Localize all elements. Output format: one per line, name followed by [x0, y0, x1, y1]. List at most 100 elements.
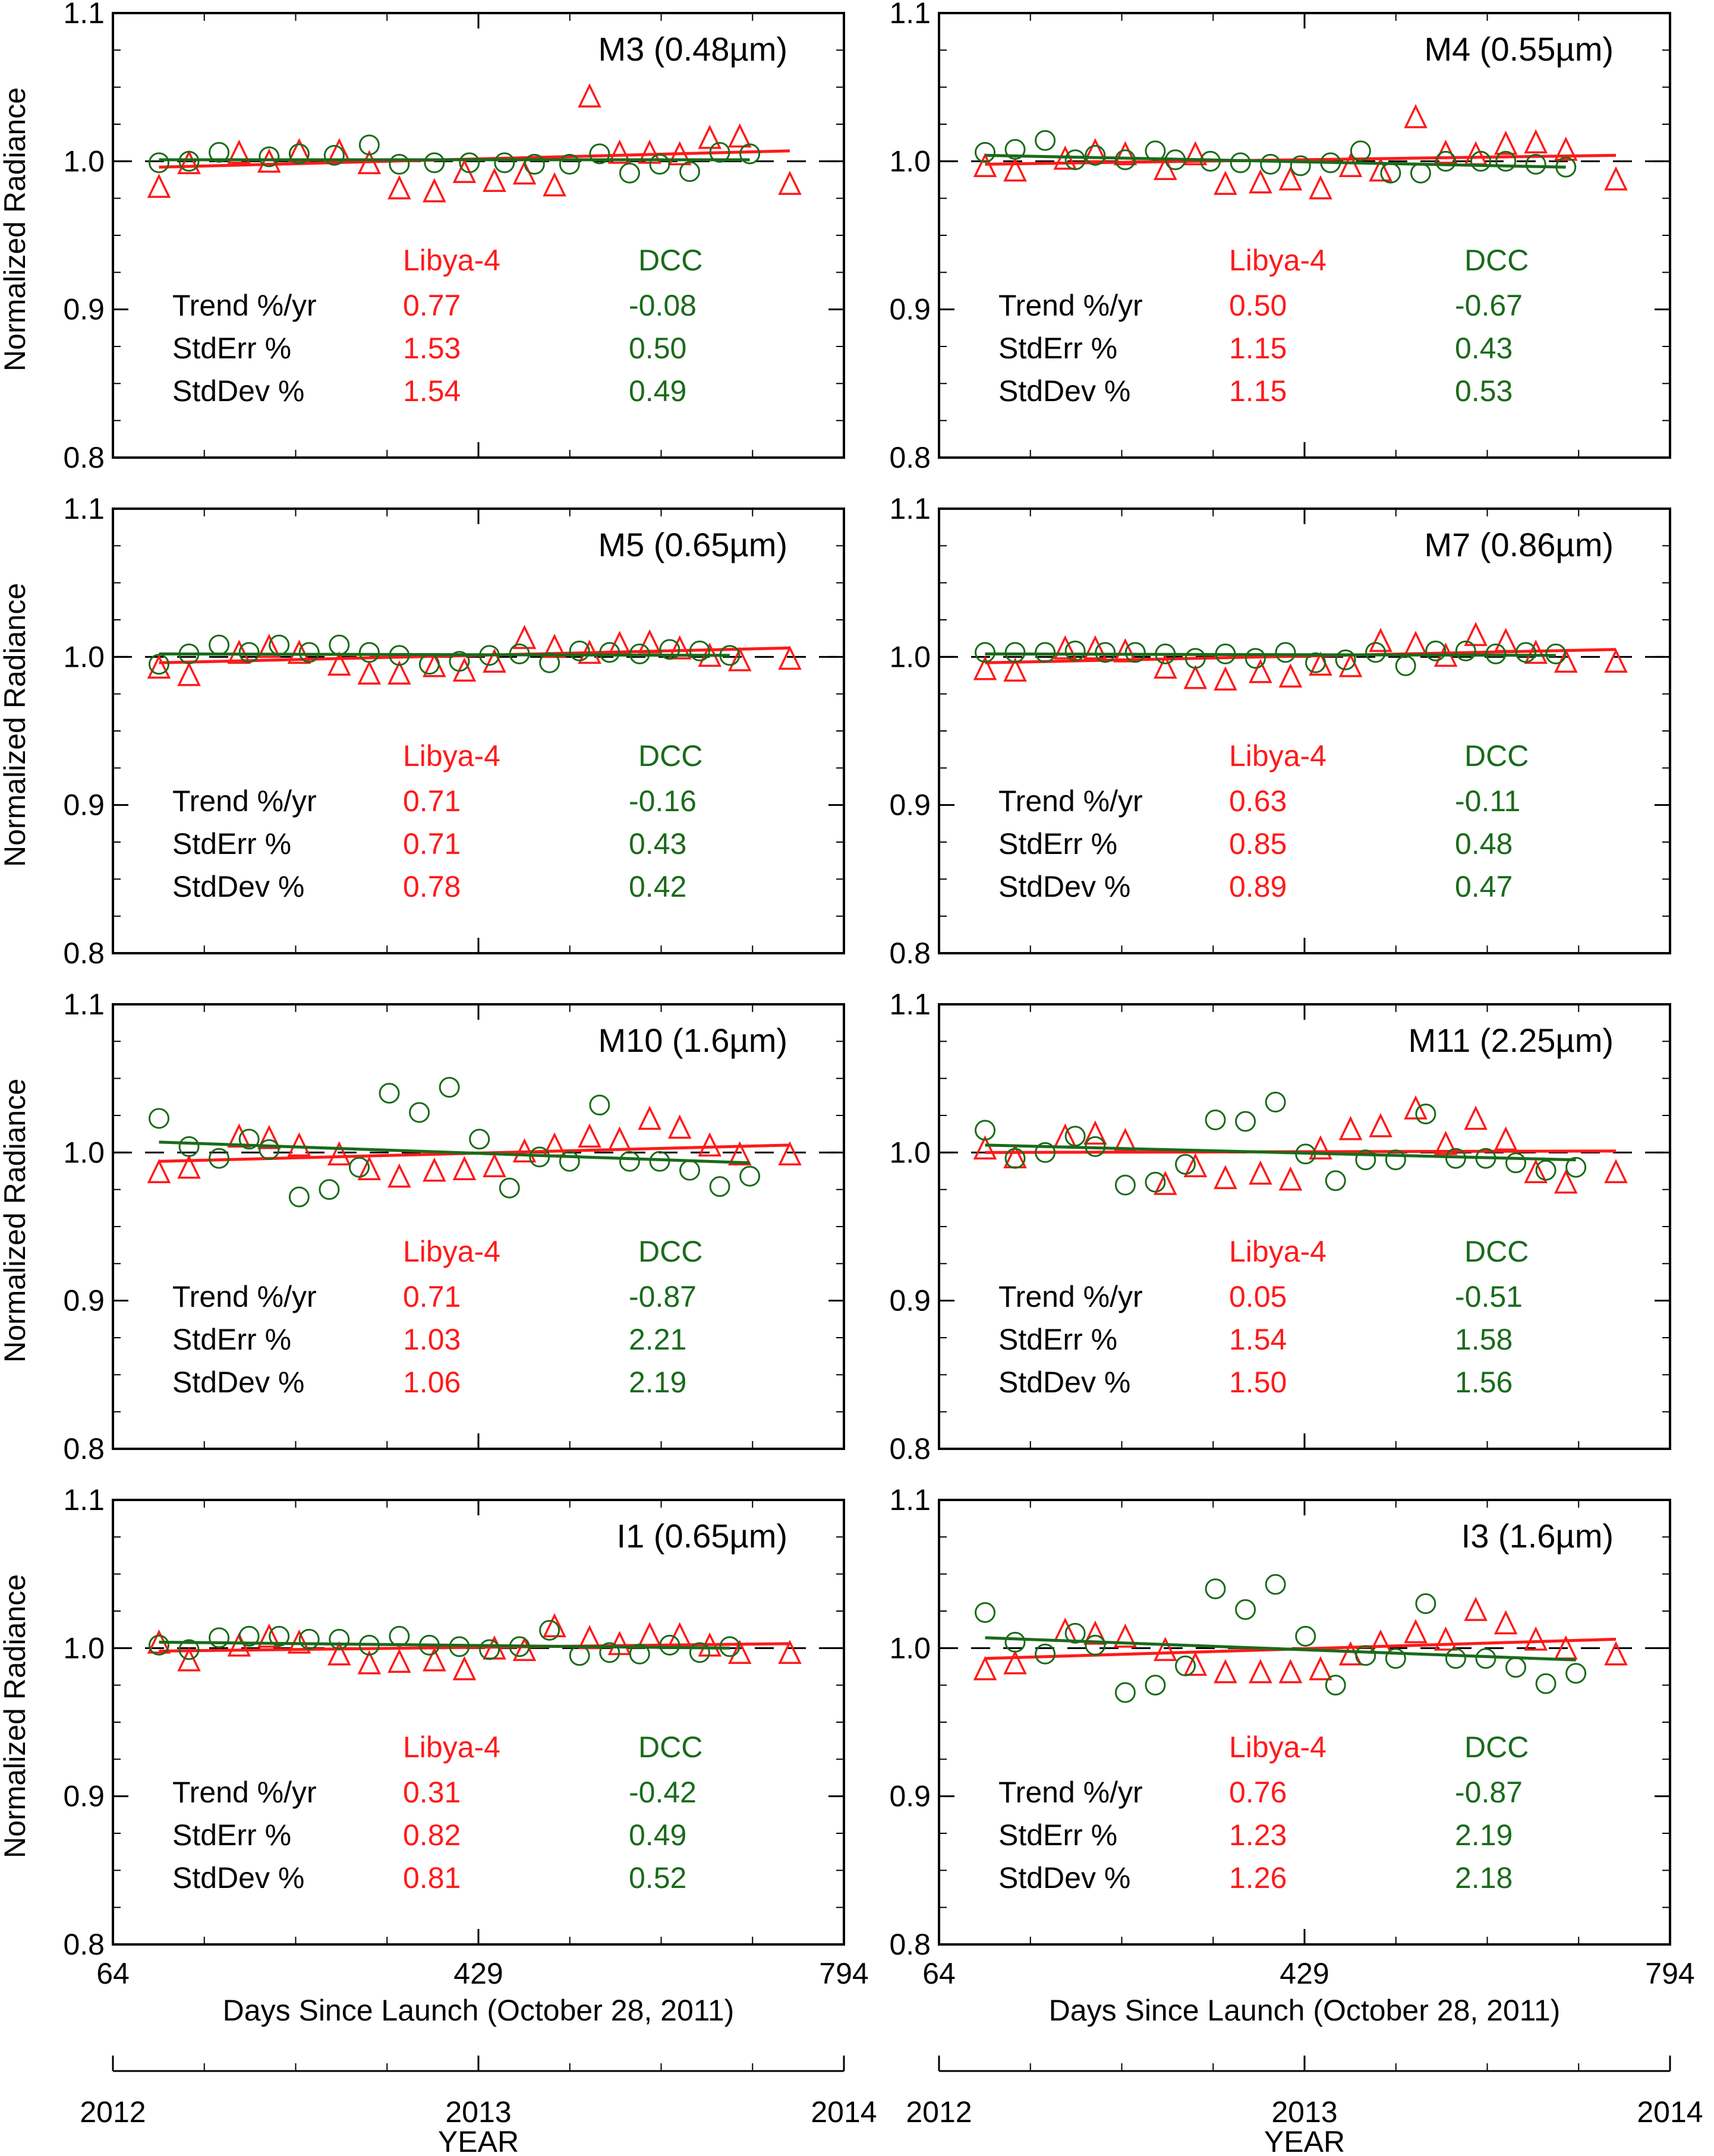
dcc-point — [319, 1179, 340, 1200]
libya-point — [483, 1153, 506, 1178]
libya-point — [327, 1641, 351, 1666]
dcc-point — [1174, 1655, 1196, 1676]
dcc-point — [739, 143, 761, 165]
y-tick-label: 0.8 — [63, 1432, 105, 1465]
dcc-point — [1385, 1149, 1406, 1171]
dcc-point — [1035, 642, 1056, 663]
y-tick-label: 0.8 — [889, 1928, 931, 1961]
dcc-point — [1290, 155, 1311, 176]
libya-point — [452, 1156, 477, 1181]
libya-point — [177, 150, 201, 175]
y-tick-label: 0.9 — [889, 789, 931, 822]
libya-point — [1369, 157, 1392, 182]
y-tick-label: 1.1 — [889, 492, 931, 525]
panel-title: M5 (0.65µm) — [598, 526, 787, 563]
libya-point — [1214, 666, 1237, 691]
y-tick-label: 0.9 — [63, 1284, 105, 1317]
libya-point — [357, 1156, 382, 1181]
y-axis-label: Normalized Radiance — [0, 1574, 31, 1858]
dcc-point — [1145, 1675, 1166, 1696]
libya-point — [1278, 1659, 1303, 1684]
libya-point — [1404, 1619, 1428, 1644]
dcc-point — [298, 1628, 320, 1650]
y-tick-label: 1.0 — [63, 1136, 105, 1169]
libya-point — [512, 625, 537, 650]
dcc-point — [1385, 1648, 1406, 1669]
libya-point — [327, 651, 351, 676]
dcc-trend-line — [985, 1143, 1576, 1162]
dcc-point — [524, 153, 545, 175]
libya-point — [543, 633, 566, 658]
panel-title: I3 (1.6µm) — [1461, 1517, 1614, 1555]
stat-value-dcc: 0.43 — [629, 827, 686, 860]
dcc-point — [1325, 1675, 1346, 1696]
dcc-point — [1035, 1643, 1056, 1665]
dcc-point — [1230, 152, 1251, 174]
dcc-point — [599, 642, 620, 663]
stats-header-dcc: DCC — [638, 244, 702, 277]
dcc-point — [589, 143, 610, 165]
libya-point — [257, 633, 281, 658]
stat-value-libya: 0.89 — [1229, 870, 1287, 903]
libya-point — [1278, 166, 1303, 191]
stat-label: StdErr % — [998, 1818, 1117, 1852]
dcc-point — [1114, 1682, 1136, 1703]
libya-point — [1153, 654, 1177, 679]
libya-point — [638, 1105, 661, 1130]
series-dcc — [149, 1077, 761, 1208]
libya-point — [1433, 1130, 1458, 1155]
dcc-point — [1145, 1171, 1166, 1193]
dcc-point — [1325, 1170, 1346, 1192]
y-tick-label: 0.9 — [63, 293, 105, 326]
libya-point — [667, 1114, 692, 1139]
dcc-point — [1335, 649, 1356, 670]
series-dcc — [975, 1574, 1587, 1703]
y-tick-label: 0.9 — [889, 1284, 931, 1317]
dcc-point — [709, 1176, 730, 1197]
libya-point — [227, 1123, 251, 1148]
libya-point — [423, 178, 446, 203]
y-tick-label: 1.1 — [889, 1483, 931, 1517]
y-tick-label: 1.0 — [889, 1631, 931, 1665]
stat-value-libya: 1.15 — [1229, 332, 1287, 365]
dcc-point — [288, 143, 310, 165]
libya-point — [1554, 136, 1578, 161]
stat-value-libya: 0.71 — [403, 1280, 461, 1313]
libya-point — [357, 1650, 382, 1675]
stat-label: StdDev % — [172, 870, 304, 903]
stat-value-dcc: -0.51 — [1455, 1280, 1523, 1313]
y-tick-label: 1.0 — [889, 144, 931, 178]
dcc-point — [1064, 149, 1086, 171]
libya-point — [607, 139, 632, 164]
year-tick-label: 2012 — [906, 2095, 972, 2129]
dcc-point — [209, 1627, 230, 1648]
stat-value-dcc: -0.67 — [1455, 289, 1523, 322]
stat-value-dcc: -0.87 — [1455, 1776, 1523, 1809]
stat-value-libya: 0.31 — [403, 1776, 461, 1809]
y-axis-label: Normalized Radiance — [0, 1079, 31, 1363]
libya-point — [973, 153, 997, 178]
dcc-point — [1114, 1174, 1136, 1196]
stat-label: StdDev % — [998, 1861, 1130, 1895]
stat-value-libya: 0.50 — [1229, 289, 1287, 322]
stat-value-dcc: 2.19 — [629, 1366, 686, 1399]
libya-point — [1249, 1659, 1272, 1684]
dcc-point — [659, 1634, 680, 1656]
stats-header-libya: Libya-4 — [1229, 739, 1327, 773]
libya-point — [1003, 657, 1027, 682]
stat-value-dcc: 2.21 — [629, 1323, 686, 1356]
dcc-point — [1495, 150, 1517, 172]
libya-point — [727, 1640, 752, 1665]
libya-point — [1464, 622, 1488, 647]
dcc-point — [589, 1095, 610, 1116]
dcc-trend-line — [159, 1140, 750, 1165]
dcc-point — [1435, 150, 1457, 172]
dcc-point — [259, 146, 280, 168]
dcc-point — [323, 144, 345, 166]
y-tick-label: 0.9 — [889, 1780, 931, 1813]
dcc-point — [1265, 1574, 1286, 1595]
stat-value-libya: 1.50 — [1229, 1366, 1287, 1399]
dcc-trend-line — [985, 153, 1566, 169]
libya-point — [1369, 1112, 1392, 1137]
y-tick-label: 1.0 — [889, 640, 931, 673]
